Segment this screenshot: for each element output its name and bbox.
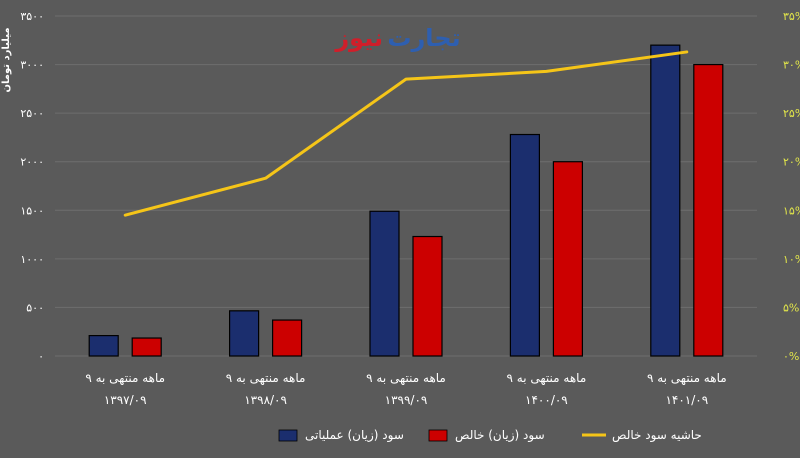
x-tick-label: ۹ ماهه منتهی به [507, 371, 587, 385]
y-tick-label: ۱۵۰۰ [20, 204, 44, 217]
y-tick-label: ۵۰۰ [26, 301, 44, 314]
y2-tick-label: ۲۰% [783, 156, 800, 169]
legend-label: حاشیه سود خالص [612, 428, 702, 443]
bar [412, 235, 443, 357]
y2-tick-label: ۳۵% [783, 10, 800, 23]
brand-logo-part1: تجارت [387, 24, 460, 52]
legend-label: سود (زیان) عملیاتی [305, 428, 404, 443]
x-tick-label: ۱۴۰۰/۰۹ [525, 393, 568, 407]
y-tick-label: ۱۰۰۰ [20, 253, 44, 266]
legend-label: سود (زیان) خالص [455, 428, 545, 443]
y-tick-label: ۰ [38, 350, 44, 363]
bar [552, 161, 584, 357]
x-tick-label: ۹ ماهه منتهی به [366, 371, 446, 385]
y2-tick-label: ۱۰% [783, 253, 800, 266]
y2-tick-label: ۰% [783, 350, 799, 363]
y-tick-label: ۳۵۰۰ [20, 10, 44, 23]
bar [88, 335, 119, 357]
bar [229, 310, 260, 357]
bar [369, 210, 400, 357]
brand-logo: تجارت نیوز [334, 24, 460, 52]
x-tick-label: ۹ ماهه منتهی به [85, 371, 165, 385]
y2-tick-label: ۵% [783, 301, 799, 314]
y2-tick-label: ۱۵% [783, 204, 800, 217]
bar [131, 337, 162, 357]
bars [88, 44, 724, 357]
x-tick-label: ۹ ماهه منتهی به [647, 371, 727, 385]
legend: حاشیه سود خالص سود (زیان) خالص سود (زیان) … [278, 428, 702, 443]
x-tick-label: ۱۳۹۹/۰۹ [385, 393, 428, 407]
axes: ۰ ۵۰۰ ۱۰۰۰ ۱۵۰۰ ۲۰۰۰ ۲۵۰۰ ۳۰۰۰ ۳۵۰۰ ۰% ۵% ۱۰% ۱۵% ۲۰… [20, 10, 800, 407]
y-axis-label: میلیارد تومان [1, 27, 12, 92]
legend-swatch [428, 429, 448, 442]
margin-line-layer [123, 50, 689, 217]
x-tick-label: ۱۳۹۸/۰۹ [244, 393, 287, 407]
y-tick-label: ۲۵۰۰ [20, 107, 44, 120]
y-tick-label: ۲۰۰۰ [20, 156, 44, 169]
bar [272, 319, 303, 357]
legend-swatch [278, 429, 298, 442]
y2-tick-label: ۲۵% [783, 107, 800, 120]
margin-line [123, 50, 689, 217]
x-tick-label: ۱۳۹۷/۰۹ [104, 393, 147, 407]
x-tick-label: ۱۴۰۱/۰۹ [665, 393, 708, 407]
x-tick-label: ۹ ماهه منتهی به [226, 371, 306, 385]
y2-tick-label: ۳۰% [783, 59, 800, 72]
brand-logo-part2: نیوز [334, 24, 383, 52]
bar [509, 133, 540, 357]
grid [55, 15, 757, 357]
bar [650, 44, 681, 357]
y-tick-label: ۳۰۰۰ [20, 59, 44, 72]
bar [693, 63, 724, 357]
